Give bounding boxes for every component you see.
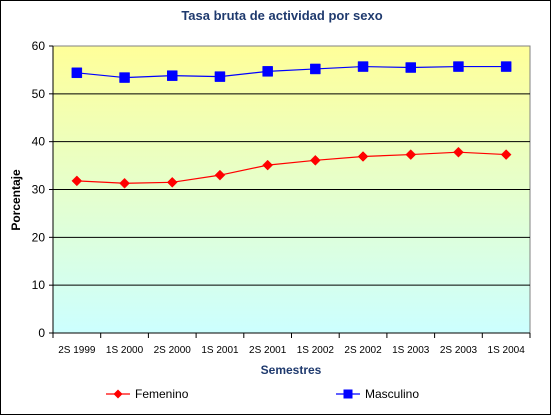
data-point-femenino	[262, 159, 274, 171]
data-point-masculino	[500, 61, 512, 72]
x-tick-label-9: 1S 2004	[488, 345, 526, 356]
data-point-masculino	[262, 66, 273, 77]
x-tick-label-1: 1S 2000	[106, 345, 144, 356]
y-tick-label-60: 60	[32, 39, 46, 53]
series-line-femenino	[76, 151, 507, 184]
data-point-femenino	[405, 149, 417, 160]
data-point-femenino	[309, 154, 321, 166]
legend-item-femenino: Femenino	[106, 387, 189, 401]
legend: Femenino Masculino	[106, 387, 419, 401]
y-axis-title: Porcentaje	[9, 169, 23, 231]
legend-marker-femenino	[113, 389, 123, 399]
data-point-masculino	[453, 61, 464, 72]
x-axis-ticks: 2S 1999 1S 2000 2S 2000 1S 2001 2S 2001 1S 20…	[52, 332, 531, 356]
data-point-femenino	[214, 169, 226, 181]
data-point-masculino	[357, 61, 369, 72]
grid-lines	[53, 93, 530, 286]
legend-label-femenino: Femenino	[135, 387, 189, 401]
series-layer	[71, 61, 512, 189]
x-tick-label-0: 2S 1999	[58, 345, 96, 356]
x-tick-label-4: 2S 2001	[249, 345, 287, 356]
data-point-femenino	[71, 175, 83, 187]
data-point-masculino	[214, 71, 226, 82]
x-tick-label-3: 1S 2001	[201, 345, 239, 356]
x-tick-label-2: 2S 2000	[154, 345, 192, 356]
x-tick-label-5: 1S 2002	[297, 345, 335, 356]
x-tick-label-6: 2S 2002	[344, 345, 382, 356]
data-point-femenino	[500, 149, 512, 160]
legend-marker-masculino	[343, 389, 353, 399]
data-point-masculino	[310, 63, 321, 75]
legend-label-masculino: Masculino	[365, 387, 419, 401]
legend-item-masculino: Masculino	[336, 387, 419, 401]
y-tick-label-10: 10	[32, 278, 46, 292]
y-tick-label-40: 40	[32, 135, 46, 149]
data-point-masculino	[405, 62, 416, 73]
data-point-masculino	[167, 70, 178, 81]
data-point-femenino	[119, 177, 130, 189]
y-axis-ticks: 0 10 20 30 40 50 60	[32, 39, 54, 340]
y-tick-label-50: 50	[32, 87, 46, 101]
data-point-femenino	[453, 146, 464, 158]
data-point-femenino	[357, 151, 369, 162]
x-tick-label-8: 2S 2003	[440, 345, 478, 356]
x-axis-title: Semestres	[261, 363, 322, 377]
data-point-masculino	[119, 72, 130, 83]
data-point-masculino	[71, 67, 83, 79]
x-tick-label-7: 1S 2003	[392, 345, 430, 356]
data-point-femenino	[166, 176, 178, 188]
y-tick-label-0: 0	[38, 326, 45, 340]
chart-title: Tasa bruta de actividad por sexo	[181, 8, 382, 23]
series-line-masculino	[76, 65, 507, 79]
y-tick-label-30: 30	[32, 183, 46, 197]
y-tick-label-20: 20	[32, 230, 46, 244]
